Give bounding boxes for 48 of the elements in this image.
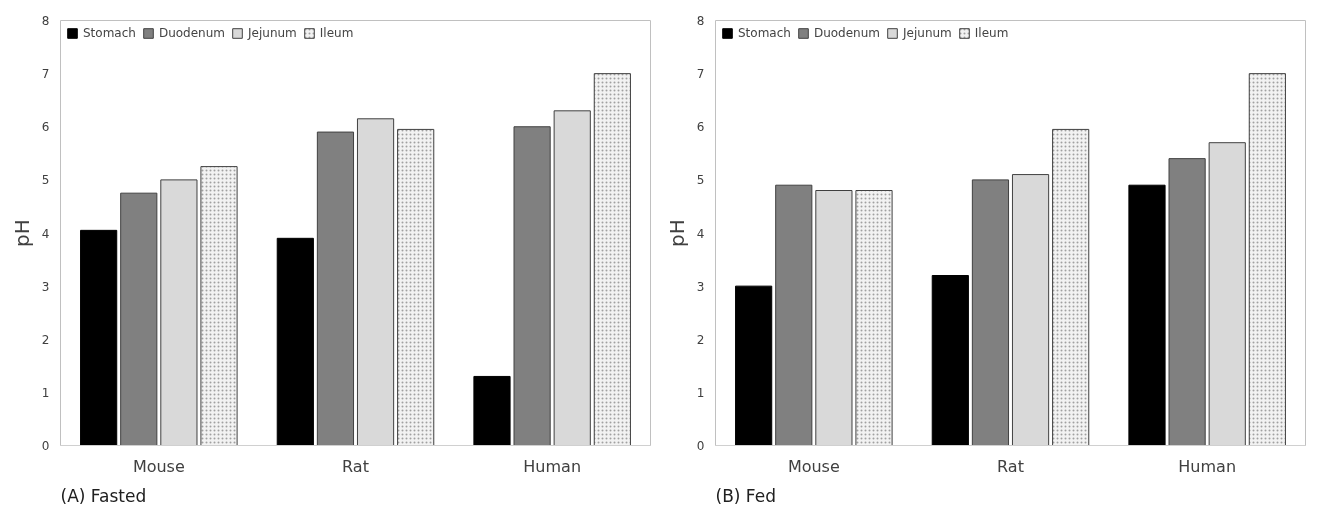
- bar: [513, 126, 551, 446]
- y-tick-label: 8: [41, 14, 50, 28]
- legend-label: Stomach: [738, 26, 791, 40]
- legend-label: Ileum: [974, 26, 1009, 40]
- y-tick-label: 5: [41, 173, 50, 188]
- bar: [971, 179, 1010, 446]
- bar: [316, 131, 355, 446]
- bar: [1168, 158, 1206, 446]
- y-tick-label: 2: [696, 332, 705, 347]
- x-tick-label: Mouse: [132, 456, 185, 476]
- bar: [120, 192, 158, 446]
- legend-label: Jejunum: [903, 26, 952, 40]
- legend-label: Stomach: [83, 26, 136, 40]
- y-tick-label: 8: [696, 14, 705, 28]
- y-tick-label: 1: [41, 385, 50, 400]
- x-tick-label: Rat: [342, 456, 369, 476]
- bar: [775, 184, 813, 446]
- bar: [1128, 184, 1166, 446]
- y-tick-label: 6: [41, 120, 50, 135]
- y-tick-label: 2: [41, 332, 50, 347]
- y-tick-label: 5: [696, 173, 705, 188]
- bar: [473, 375, 511, 446]
- legend-label: Duodenum: [158, 26, 226, 40]
- bar: [276, 237, 314, 446]
- text: (A) Fasted: [60, 485, 147, 506]
- y-tick-label: 3: [41, 279, 50, 294]
- y-tick-label: 4: [696, 226, 705, 241]
- y-tick-label: 3: [696, 279, 705, 294]
- text: (B) Fed: [715, 485, 776, 506]
- y-tick-label: 1: [696, 385, 705, 400]
- y-tick-label: 0: [41, 439, 50, 453]
- x-tick-label: Human: [523, 456, 582, 476]
- y-tick-label: 4: [41, 226, 50, 241]
- y-axis-title: pH: [9, 219, 34, 247]
- y-tick-label: 6: [696, 120, 705, 135]
- bar: [931, 275, 969, 446]
- y-tick-label: 7: [696, 67, 705, 82]
- y-axis-title: pH: [664, 219, 689, 247]
- x-tick-label: Mouse: [787, 456, 840, 476]
- legend-label: Jejunum: [248, 26, 297, 40]
- y-tick-label: 0: [696, 439, 705, 453]
- y-tick-label: 7: [41, 67, 50, 82]
- legend-label: Ileum: [319, 26, 354, 40]
- bar: [735, 285, 773, 446]
- bar: [80, 229, 118, 446]
- x-tick-label: Rat: [997, 456, 1024, 476]
- x-tick-label: Human: [1178, 456, 1237, 476]
- legend-label: Duodenum: [813, 26, 881, 40]
